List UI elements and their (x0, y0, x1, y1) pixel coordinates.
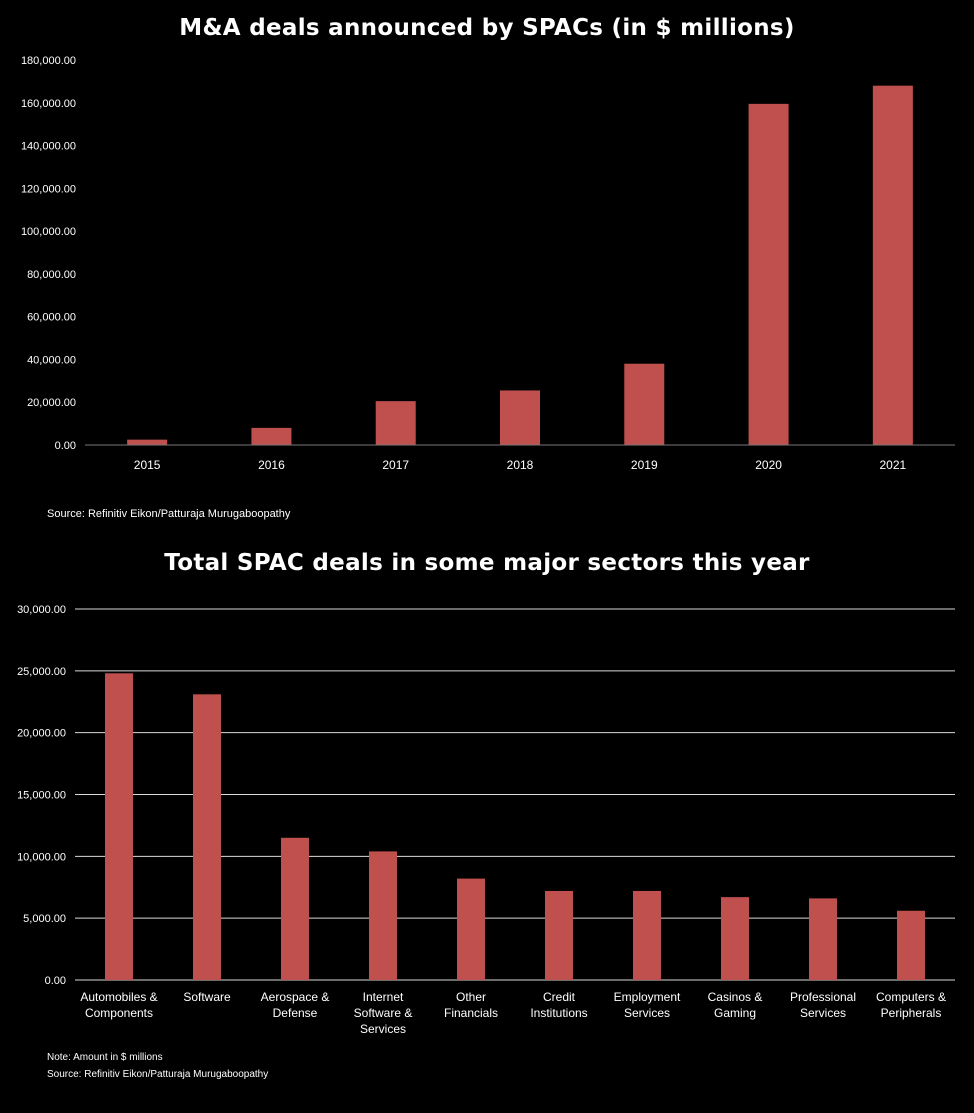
y-tick-label: 80,000.00 (27, 269, 76, 281)
y-tick-label: 160,000.00 (21, 98, 76, 110)
x-tick-label: Services (624, 1006, 670, 1020)
x-tick-label: Services (360, 1022, 406, 1036)
bar (251, 427, 292, 445)
bar (500, 390, 540, 445)
y-tick-label: 0.00 (55, 440, 76, 452)
bar (897, 910, 925, 980)
y-tick-label: 30,000.00 (17, 604, 66, 616)
x-tick-label: 2019 (631, 458, 658, 472)
x-tick-label: 2016 (258, 458, 285, 472)
y-tick-label: 15,000.00 (17, 790, 66, 802)
y-tick-label: 10,000.00 (17, 851, 66, 863)
bar (369, 851, 397, 980)
y-tick-label: 100,000.00 (21, 226, 76, 238)
x-tick-label: Automobiles & (80, 990, 157, 1004)
chart1-title: M&A deals announced by SPACs (in $ milli… (179, 15, 795, 41)
y-tick-label: 5,000.00 (23, 913, 66, 925)
x-tick-label: Internet (363, 990, 404, 1004)
x-tick-label: Software & (354, 1006, 413, 1020)
x-tick-label: Financials (444, 1006, 498, 1020)
y-tick-label: 180,000.00 (21, 55, 76, 67)
bar (633, 890, 661, 980)
bar (457, 878, 485, 980)
x-tick-label: Professional (790, 990, 856, 1004)
y-tick-label: 20,000.00 (27, 397, 76, 409)
x-tick-label: Aerospace & (261, 990, 330, 1004)
bar (624, 363, 665, 445)
chart1-plot: 0.00 20,000.00 40,000.00 60,000.00 80,000.00… (21, 55, 955, 472)
x-tick-label: Defense (273, 1006, 318, 1020)
x-tick-label: 2017 (382, 458, 409, 472)
chart2-note: Note: Amount in $ millions (47, 1052, 163, 1063)
x-tick-label: Credit (543, 990, 576, 1004)
x-tick-label: Computers & (876, 990, 946, 1004)
x-tick-label: Institutions (530, 1006, 587, 1020)
x-tick-label: Employment (614, 990, 681, 1004)
x-tick-label: 2020 (755, 458, 782, 472)
y-tick-label: 40,000.00 (27, 354, 76, 366)
x-tick-label: Other (456, 990, 486, 1004)
y-tick-label: 140,000.00 (21, 141, 76, 153)
x-tick-label: 2018 (507, 458, 534, 472)
bar (127, 439, 168, 445)
x-tick-label: Casinos & (708, 990, 763, 1004)
x-tick-label: Services (800, 1006, 846, 1020)
bar (375, 401, 416, 445)
bar (748, 103, 789, 445)
bar (281, 837, 309, 980)
y-tick-label: 20,000.00 (17, 728, 66, 740)
x-tick-label: Components (85, 1006, 153, 1020)
y-tick-label: 25,000.00 (17, 666, 66, 678)
y-tick-label: 120,000.00 (21, 183, 76, 195)
bar (872, 85, 913, 446)
bar (721, 897, 749, 980)
chart1-source: Source: Refinitiv Eikon/Patturaja Muruga… (47, 508, 291, 520)
chart2-title: Total SPAC deals in some major sectors t… (164, 550, 810, 576)
bar (193, 694, 221, 980)
bar (809, 898, 837, 980)
bar (105, 673, 133, 980)
x-tick-label: 2021 (880, 458, 907, 472)
y-tick-label: 60,000.00 (27, 312, 76, 324)
x-tick-label: 2015 (134, 458, 161, 472)
y-tick-label: 0.00 (45, 975, 66, 987)
bar (545, 890, 573, 980)
x-tick-label: Software (183, 990, 231, 1004)
x-tick-label: Peripherals (881, 1006, 942, 1020)
chart2-source: Source: Refinitiv Eikon/Patturaja Muruga… (47, 1069, 269, 1080)
x-tick-label: Gaming (714, 1006, 756, 1020)
